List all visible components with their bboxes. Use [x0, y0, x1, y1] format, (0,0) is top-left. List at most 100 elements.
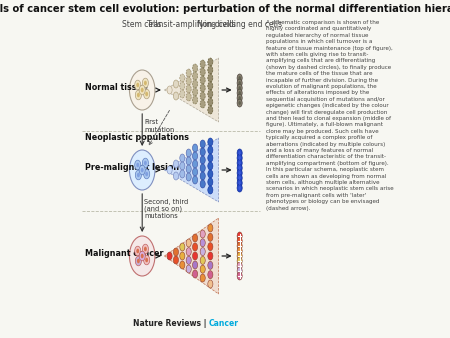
Circle shape: [186, 69, 191, 77]
Circle shape: [193, 176, 198, 184]
Circle shape: [186, 165, 191, 173]
Circle shape: [200, 180, 205, 188]
Circle shape: [135, 90, 141, 100]
Circle shape: [193, 261, 198, 269]
Text: Second, third
(and so on)
mutations: Second, third (and so on) mutations: [144, 199, 189, 219]
Circle shape: [180, 162, 185, 170]
Circle shape: [238, 181, 241, 185]
Circle shape: [193, 160, 198, 168]
Circle shape: [193, 270, 198, 278]
Circle shape: [237, 99, 242, 107]
Circle shape: [238, 86, 241, 90]
Circle shape: [186, 157, 191, 165]
Text: Normal tissue: Normal tissue: [85, 83, 148, 93]
Circle shape: [237, 149, 242, 157]
Circle shape: [208, 233, 213, 241]
Circle shape: [208, 82, 213, 90]
Circle shape: [200, 239, 205, 247]
Circle shape: [145, 258, 148, 262]
Circle shape: [193, 252, 198, 260]
Circle shape: [200, 265, 205, 273]
Circle shape: [173, 80, 179, 88]
Circle shape: [208, 178, 213, 186]
Circle shape: [186, 85, 191, 93]
Circle shape: [144, 81, 147, 85]
Circle shape: [237, 174, 242, 182]
Circle shape: [200, 172, 205, 180]
Circle shape: [200, 100, 205, 108]
Circle shape: [237, 94, 242, 102]
Circle shape: [200, 140, 205, 148]
Circle shape: [238, 156, 241, 160]
Text: A schematic comparison is shown of the
highly coordinated and quantitatively
reg: A schematic comparison is shown of the h…: [266, 20, 394, 211]
Text: Pre-malignant lesion: Pre-malignant lesion: [85, 164, 179, 172]
Circle shape: [142, 244, 148, 254]
Circle shape: [208, 74, 213, 82]
Circle shape: [208, 98, 213, 106]
Circle shape: [237, 247, 242, 255]
Circle shape: [180, 82, 185, 90]
Circle shape: [200, 248, 205, 256]
Circle shape: [144, 161, 147, 165]
Circle shape: [238, 151, 241, 155]
Circle shape: [130, 150, 155, 190]
Circle shape: [200, 230, 205, 238]
Text: Neoplastic populations: Neoplastic populations: [85, 133, 189, 142]
Circle shape: [130, 236, 155, 276]
Circle shape: [208, 154, 213, 162]
Circle shape: [136, 249, 139, 253]
Circle shape: [173, 92, 179, 100]
Circle shape: [167, 252, 172, 260]
Circle shape: [186, 173, 191, 181]
Circle shape: [193, 64, 198, 72]
Circle shape: [237, 84, 242, 92]
Circle shape: [186, 256, 191, 264]
Circle shape: [208, 146, 213, 154]
Circle shape: [200, 60, 205, 68]
Circle shape: [237, 237, 242, 245]
Circle shape: [167, 86, 172, 94]
Circle shape: [180, 74, 185, 82]
Polygon shape: [165, 218, 219, 294]
Circle shape: [139, 251, 145, 261]
Circle shape: [173, 248, 179, 256]
Circle shape: [208, 252, 213, 260]
Text: Malignant cancer: Malignant cancer: [85, 249, 163, 259]
Circle shape: [141, 254, 144, 258]
Circle shape: [142, 158, 148, 168]
Circle shape: [193, 152, 198, 160]
Circle shape: [237, 164, 242, 172]
Circle shape: [193, 243, 198, 251]
Circle shape: [200, 164, 205, 172]
Circle shape: [193, 88, 198, 96]
Circle shape: [136, 83, 139, 87]
Circle shape: [173, 256, 179, 264]
Circle shape: [180, 90, 185, 98]
Circle shape: [193, 96, 198, 104]
Circle shape: [200, 148, 205, 156]
Circle shape: [200, 68, 205, 76]
Circle shape: [237, 184, 242, 192]
Circle shape: [237, 252, 242, 260]
Circle shape: [238, 81, 241, 85]
Circle shape: [186, 239, 191, 247]
Circle shape: [208, 271, 213, 279]
Circle shape: [208, 170, 213, 178]
Circle shape: [144, 169, 150, 179]
Polygon shape: [165, 138, 219, 202]
Circle shape: [141, 168, 144, 172]
Circle shape: [180, 261, 185, 269]
Circle shape: [145, 172, 148, 176]
Circle shape: [237, 242, 242, 250]
Circle shape: [208, 280, 213, 288]
Circle shape: [208, 90, 213, 98]
Circle shape: [193, 80, 198, 88]
Circle shape: [237, 179, 242, 187]
Circle shape: [238, 171, 241, 175]
Circle shape: [237, 262, 242, 270]
Circle shape: [135, 256, 141, 266]
Circle shape: [186, 149, 191, 157]
Circle shape: [180, 154, 185, 162]
Circle shape: [238, 76, 241, 80]
Circle shape: [200, 76, 205, 84]
